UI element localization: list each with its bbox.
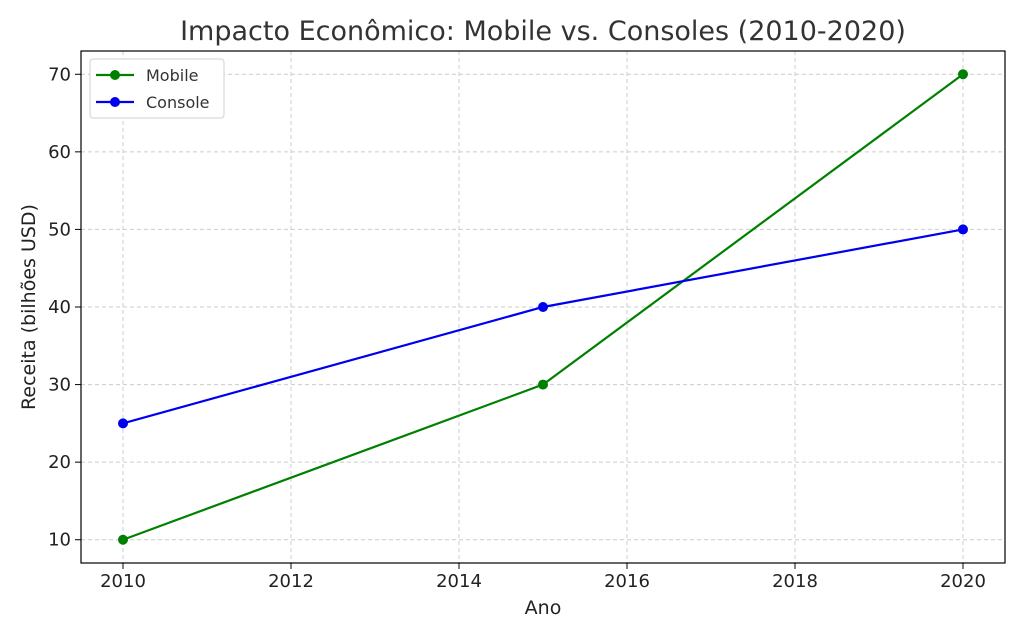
axis-ticks: 2010 2012 2014 2016 2018 2020 10 20 30 40 50 60 70 [48, 64, 986, 592]
console-point [958, 224, 968, 235]
x-axis-label: Ano [525, 597, 562, 619]
y-tick-label: 60 [48, 142, 71, 163]
y-axis-label: Receita (bilhões USD) [18, 204, 40, 410]
console-line [122, 228, 964, 425]
chart-title: Impacto Econômico: Mobile vs. Consoles (… [180, 16, 906, 47]
x-tick-label: 2016 [604, 571, 650, 592]
mobile-point [118, 534, 128, 545]
mobile-point [538, 379, 548, 390]
series-lines [118, 69, 968, 545]
x-tick-label: 2018 [772, 571, 818, 592]
y-tick-label: 20 [48, 452, 71, 473]
y-tick-label: 30 [48, 375, 71, 396]
y-tick-label: 10 [48, 530, 71, 551]
x-tick-label: 2020 [940, 571, 986, 592]
mobile-point [958, 69, 968, 80]
console-point [538, 302, 548, 312]
legend: Mobile Console [89, 58, 225, 119]
y-tick-label: 40 [48, 297, 71, 318]
legend-console-marker [110, 97, 120, 107]
y-tick-label: 50 [48, 219, 71, 240]
legend-mobile-marker [110, 70, 120, 80]
x-tick-label: 2010 [100, 571, 146, 592]
console-point [118, 418, 128, 429]
legend-box [89, 58, 225, 119]
grid [81, 51, 1005, 563]
legend-mobile-label: Mobile [146, 66, 198, 85]
legend-console-label: Console [146, 93, 210, 112]
x-tick-label: 2014 [436, 571, 482, 592]
x-tick-label: 2012 [268, 571, 314, 592]
y-tick-label: 70 [48, 64, 71, 85]
